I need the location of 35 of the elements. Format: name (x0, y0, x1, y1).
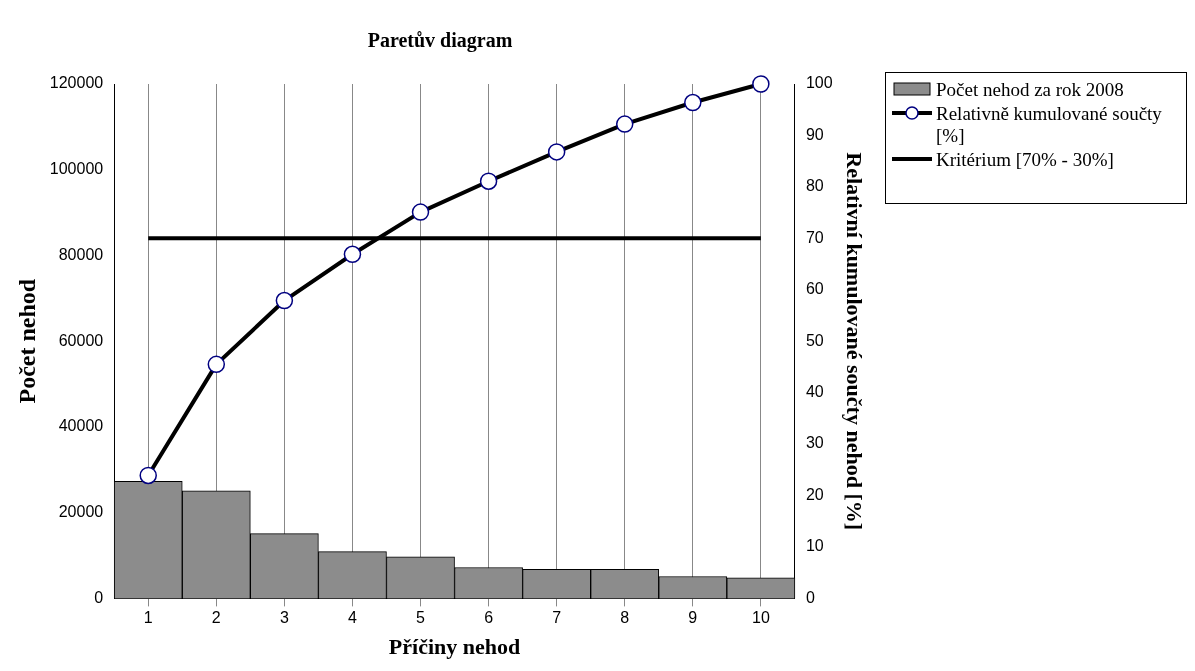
x-tick-label: 2 (211, 609, 221, 627)
y-tick-label: 60000 (58, 331, 104, 349)
legend-label: Počet nehod za rok 2008 (936, 79, 1124, 101)
y2-tick-label: 60 (805, 280, 824, 298)
legend-label: Relativně kumulované součty [%] (936, 103, 1163, 147)
y-tick-label: 0 (94, 588, 104, 606)
x-tick-label: 10 (751, 609, 770, 627)
y-tick-label: 20000 (58, 503, 104, 521)
y-tick-label: 80000 (58, 245, 104, 263)
x-tick-label: 9 (688, 609, 698, 627)
chart-title: Paretův diagram (367, 29, 513, 53)
y2-tick-label: 40 (805, 383, 824, 401)
x-tick-label: 7 (552, 609, 562, 627)
x-tick-label: 3 (279, 609, 289, 627)
y2-tick-label: 0 (805, 588, 815, 606)
y2-tick-label: 20 (805, 485, 824, 503)
y2-tick-label: 80 (805, 177, 824, 195)
legend-label: Kritérium [70% - 30%] (936, 149, 1114, 171)
x-tick-label: 6 (484, 609, 494, 627)
x-axis-title: Příčiny nehod (388, 634, 521, 660)
y2-tick-label: 10 (805, 537, 824, 555)
x-tick-label: 1 (143, 609, 153, 627)
y2-tick-label: 70 (805, 228, 824, 246)
y-axis-title: Počet nehod (13, 278, 40, 404)
y-tick-label: 40000 (58, 417, 104, 435)
y2-tick-label: 100 (805, 74, 833, 92)
x-tick-label: 4 (347, 609, 357, 627)
y2-tick-label: 30 (805, 434, 824, 452)
y2-tick-label: 90 (805, 125, 824, 143)
y-tick-label: 120000 (49, 74, 104, 92)
y-tick-label: 100000 (49, 160, 104, 178)
y2-axis-title: Relativní kumulované součty nehod [%] (842, 152, 868, 531)
y2-tick-label: 50 (805, 331, 824, 349)
x-tick-label: 8 (620, 609, 630, 627)
x-tick-label: 5 (416, 609, 426, 627)
